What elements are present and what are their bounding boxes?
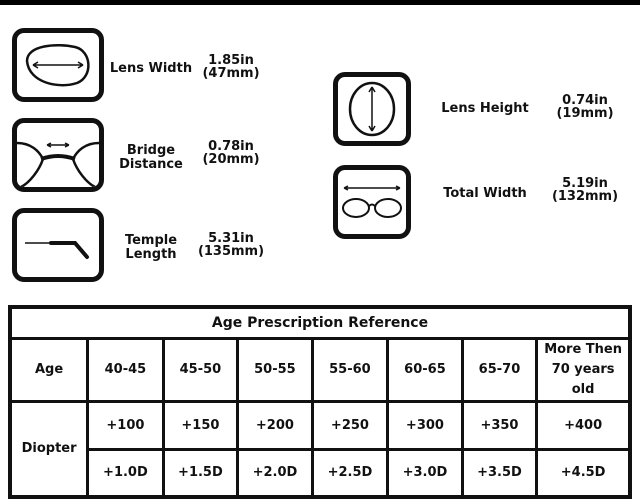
diopter-cell: +3.5D [460,447,539,499]
strength-cell: +100 [86,399,165,451]
spec-label: Lens Height [441,101,529,116]
age-label: Age [8,336,90,403]
strength-cell: +200 [236,399,314,451]
diopter-cell: +4.5D [535,447,632,499]
spec-value-mm: (132mm) [551,189,619,204]
age-cell: 55-60 [310,336,390,403]
age-cell: 40-45 [86,336,165,403]
spec-value-in: 0.74in [562,93,608,108]
bridge-distance-icon [12,118,104,192]
spec-value-mm: (19mm) [556,106,614,121]
spec-value-in: 5.19in [562,176,608,191]
spec-value-in: 1.85in [208,53,254,68]
spec-value-mm: (47mm) [202,66,260,81]
diopter-label: Diopter [8,399,90,499]
spec-value-mm: (135mm) [197,244,265,259]
strength-cell: +300 [386,399,464,451]
spec-label: Temple Length [124,233,178,262]
diopter-cell: +1.5D [161,447,240,499]
spec-value-mm: (20mm) [202,152,260,167]
age-cell: 50-55 [236,336,314,403]
age-cell: 60-65 [386,336,464,403]
age-cell: More Then 70 years old [535,336,632,403]
total-width-icon [333,165,411,239]
strength-row: Diopter +100 +150 +200 +250 +300 +350 +4… [8,399,632,499]
diopter-cell: +2.5D [310,447,390,499]
table-title: Age Prescription Reference [8,305,632,340]
spec-value-in: 0.78in [208,139,254,154]
lens-width-icon [12,28,104,102]
diopter-cell: +1.0D [86,447,165,499]
lens-height-icon [333,72,411,146]
strength-cell: +150 [161,399,240,451]
temple-length-icon [12,208,104,282]
diopter-row: +1.0D +1.5D +2.0D +2.5D +3.0D +3.5D +4.5… [10,447,632,499]
spec-label: Total Width [443,186,527,201]
age-prescription-table: Age Prescription Reference Age 40-45 45-… [8,305,632,499]
spec-label: Lens Width [109,61,193,76]
spec-value-in: 5.31in [208,231,254,246]
diopter-cell: +2.0D [236,447,314,499]
age-cell: 45-50 [161,336,240,403]
top-bar [0,0,640,5]
spec-label: Bridge Distance [119,143,183,172]
diopter-cell: +3.0D [386,447,464,499]
strength-cell: +400 [535,399,632,451]
strength-cell: +350 [460,399,539,451]
age-cell: 65-70 [460,336,539,403]
strength-cell: +250 [310,399,390,451]
age-row: Age 40-45 45-50 50-55 55-60 60-65 65-70 … [8,336,632,403]
